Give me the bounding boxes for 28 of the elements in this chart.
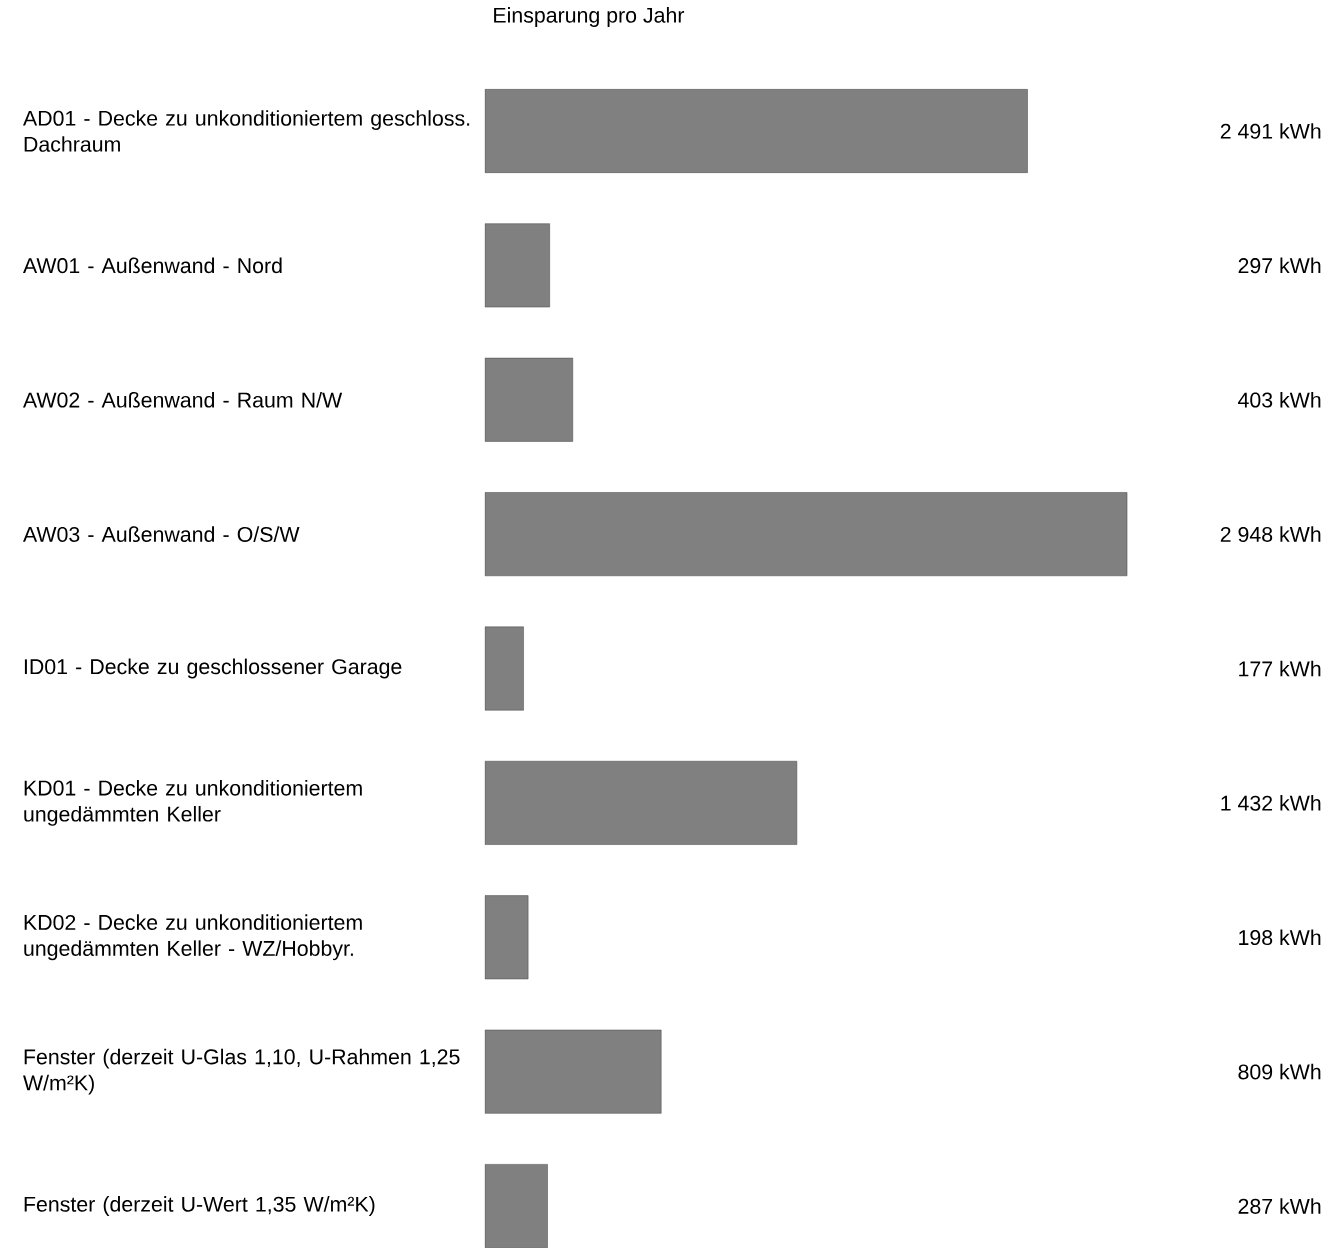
y-tick-label: AW03 - Außenwand - O/S/W <box>23 526 300 542</box>
data-label: 177 kWh <box>1239 660 1321 677</box>
y-tick-label: AW01 - Außenwand - Nord <box>23 257 282 274</box>
bar <box>484 357 574 442</box>
data-label: 198 kWh <box>1239 929 1321 946</box>
y-tick-label: AD01 - Decke zu unkonditioniertem geschloss. Dachraum <box>23 110 470 152</box>
data-label: 287 kWh <box>1238 1198 1321 1214</box>
bar <box>484 626 524 711</box>
data-label: 2 491 kWh <box>1220 123 1321 139</box>
bar <box>484 1029 662 1114</box>
data-label: 809 kWh <box>1238 1063 1321 1080</box>
bar <box>484 895 529 980</box>
y-tick-label: KD02 - Decke zu unkonditioniertem ungedämmten Keller - WZ/Hobbyr. <box>24 914 362 961</box>
bar <box>484 223 550 308</box>
bar <box>484 89 1028 173</box>
y-tick-label: AW02 - Außenwand - Raum N/W <box>23 391 343 408</box>
y-tick-label: Fenster (derzeit U-Glas 1,10, U-Rahmen 1,25 W/m²K) <box>23 1048 460 1095</box>
data-label: 2 948 kWh <box>1220 526 1321 542</box>
data-label: 403 kWh <box>1238 391 1321 408</box>
chart-title: Einsparung pro Jahr <box>494 7 685 28</box>
y-tick-label: KD01 - Decke zu unkonditioniertem ungedämmten Keller <box>24 779 362 826</box>
data-label: 1 432 kWh <box>1221 795 1321 811</box>
data-label: 297 kWh <box>1238 257 1321 274</box>
bar <box>484 760 798 845</box>
y-tick-label: Fenster (derzeit U-Wert 1,35 W/m²K) <box>24 1196 375 1216</box>
bar <box>484 1164 548 1248</box>
y-tick-label: ID01 - Decke zu geschlossener Garage <box>24 658 402 679</box>
bar <box>484 492 1128 577</box>
